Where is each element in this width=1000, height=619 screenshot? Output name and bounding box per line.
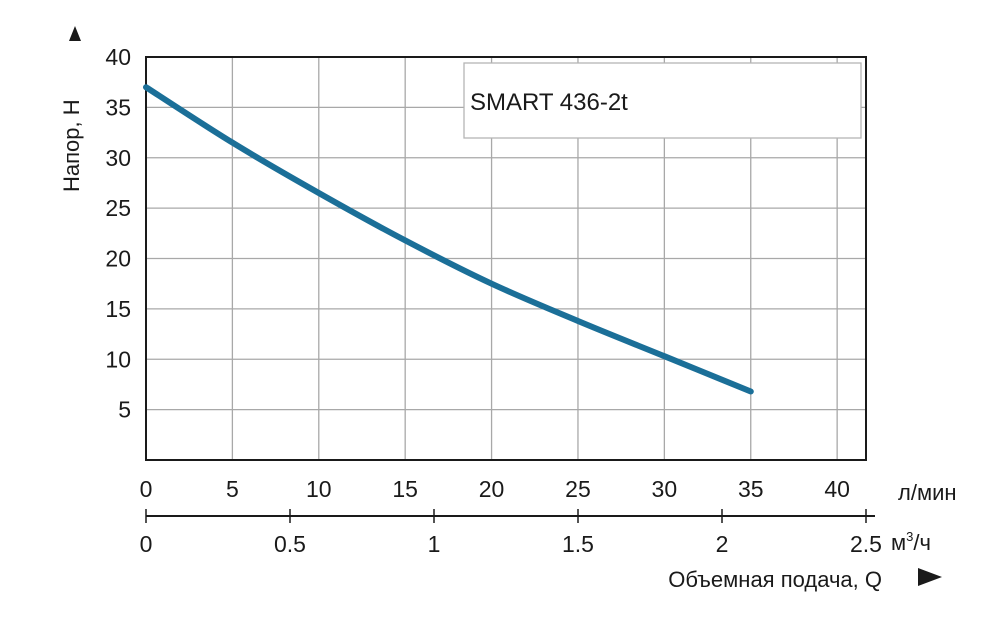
x-tick-label-primary: 20 [479, 476, 505, 502]
x-tick-label-primary: 30 [652, 476, 678, 502]
x-axis-title: Объемная подача, Q [668, 567, 882, 592]
x-axis-primary-unit: л/мин [898, 480, 957, 505]
x-axis-secondary: 0 0.5 1 1.5 2 2.5 [140, 509, 882, 557]
x-tick-label-primary: 25 [565, 476, 591, 502]
y-tick-label: 10 [105, 346, 131, 372]
x-tick-label-secondary: 1.5 [562, 531, 594, 557]
x-tick-label-primary: 0 [140, 476, 153, 502]
x-tick-label-secondary: 2.5 [850, 531, 882, 557]
x-tick-label-secondary: 0 [140, 531, 153, 557]
x-tick-label-primary: 40 [824, 476, 850, 502]
x-axis-arrow-icon [918, 568, 942, 586]
x-tick-label-primary: 10 [306, 476, 332, 502]
y-tick-label: 15 [105, 296, 131, 322]
y-tick-label: 25 [105, 195, 131, 221]
x-tick-label-secondary: 1 [428, 531, 441, 557]
y-tick-label: 40 [105, 44, 131, 70]
y-tick-label: 30 [105, 145, 131, 171]
y-tick-label: 35 [105, 94, 131, 120]
y-axis-tick-labels: 5 10 15 20 25 30 35 40 [105, 44, 131, 423]
y-tick-label: 5 [118, 397, 131, 423]
legend-box [463, 62, 862, 139]
x-axis-primary: 0 5 10 15 20 25 30 35 40 [140, 476, 850, 502]
x-tick-label-primary: 15 [392, 476, 418, 502]
y-axis-arrow-icon [69, 26, 81, 41]
plot-frame [145, 56, 867, 461]
x-tick-label-primary: 5 [226, 476, 239, 502]
x-tick-label-primary: 35 [738, 476, 764, 502]
y-tick-label: 20 [105, 246, 131, 272]
x-tick-label-secondary: 2 [716, 531, 729, 557]
y-axis-title: Напор, Н [59, 99, 84, 192]
x-tick-label-secondary: 0.5 [274, 531, 306, 557]
legend: SMART 436-2t [463, 62, 862, 139]
legend-label-smart-436-2t: SMART 436-2t [470, 89, 628, 116]
series-line-smart-436-2t [143, 84, 754, 395]
x-axis-secondary-unit: м3/ч [891, 529, 931, 555]
